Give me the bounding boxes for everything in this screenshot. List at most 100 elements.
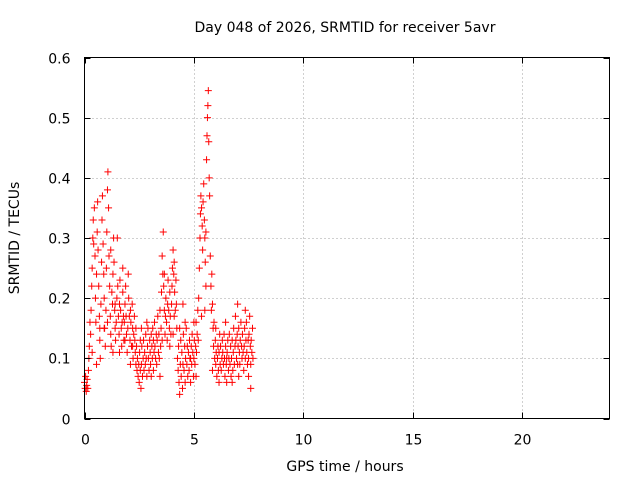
x-tick-label: 0 — [81, 433, 90, 449]
data-point — [130, 330, 138, 338]
data-point — [207, 282, 215, 290]
data-point — [170, 270, 178, 278]
data-point — [172, 276, 180, 284]
plot-frame — [84, 57, 610, 419]
data-point — [210, 318, 218, 326]
x-axis-title: GPS time / hours — [286, 459, 403, 475]
data-point — [113, 294, 121, 302]
data-point — [193, 330, 201, 338]
data-point — [201, 234, 209, 242]
data-point — [192, 372, 200, 380]
data-point — [213, 372, 221, 380]
data-point — [119, 288, 127, 296]
data-point — [204, 102, 212, 110]
data-point — [169, 330, 177, 338]
data-point — [160, 270, 168, 278]
data-point — [147, 360, 155, 368]
data-point — [157, 342, 165, 350]
data-point — [158, 288, 165, 296]
data-point — [118, 342, 126, 350]
data-point — [120, 318, 128, 326]
data-point — [176, 324, 184, 332]
data-point — [187, 378, 195, 386]
x-tick-label: 20 — [514, 433, 532, 449]
data-point — [171, 288, 179, 296]
data-point — [203, 132, 211, 140]
y-axis-title: SRMTID / TECUs — [7, 182, 23, 295]
data-point — [155, 354, 163, 362]
data-point — [248, 348, 256, 356]
data-point — [90, 240, 98, 248]
data-point — [246, 312, 254, 320]
data-point — [156, 372, 164, 380]
data-point — [168, 264, 176, 272]
data-point — [87, 306, 95, 314]
data-point — [247, 384, 255, 392]
data-point — [128, 300, 136, 308]
data-point — [203, 156, 211, 164]
data-point — [92, 318, 100, 326]
data-point — [164, 276, 172, 284]
data-point — [149, 324, 157, 332]
data-point — [123, 348, 131, 356]
data-point — [212, 324, 220, 332]
chart-title: Day 048 of 2026, SRMTID for receiver 5av… — [195, 20, 496, 36]
data-point — [204, 87, 212, 95]
data-point — [123, 330, 130, 338]
data-point — [246, 342, 254, 350]
data-point — [206, 192, 214, 200]
data-point — [247, 360, 255, 368]
data-point — [201, 258, 209, 266]
data-point — [166, 342, 174, 350]
data-point — [105, 252, 113, 260]
data-point — [223, 348, 231, 356]
data-point — [113, 234, 121, 242]
data-point — [110, 258, 118, 266]
data-point — [111, 300, 119, 308]
data-point — [143, 318, 151, 326]
data-point — [206, 252, 214, 260]
data-point — [165, 324, 173, 332]
data-point — [234, 360, 242, 368]
data-point — [106, 282, 114, 290]
data-point — [109, 270, 117, 278]
data-point — [93, 228, 101, 236]
data-point — [94, 198, 102, 206]
data-point — [245, 330, 253, 338]
data-point — [88, 282, 96, 290]
data-point — [227, 372, 235, 380]
data-point — [112, 318, 120, 326]
data-point — [85, 342, 93, 350]
data-point — [195, 264, 203, 272]
data-point — [102, 264, 110, 272]
data-point — [102, 306, 110, 314]
data-point — [115, 330, 123, 338]
data-point — [177, 336, 185, 344]
data-point — [157, 324, 165, 332]
data-point — [96, 354, 104, 362]
data-point — [231, 312, 239, 320]
data-point — [111, 324, 119, 332]
data-point — [117, 324, 125, 332]
data-point — [129, 342, 137, 350]
data-point — [116, 348, 123, 356]
data-point — [136, 336, 144, 344]
data-point — [95, 312, 103, 320]
data-point — [154, 312, 162, 320]
data-point — [127, 318, 135, 326]
data-point — [88, 348, 96, 356]
y-tick-label: 0.6 — [48, 52, 70, 68]
data-point — [86, 318, 94, 326]
data-point — [175, 378, 183, 386]
data-point — [168, 282, 176, 290]
data-point — [201, 306, 209, 314]
data-point — [105, 204, 113, 212]
data-point — [108, 288, 116, 296]
data-point — [89, 216, 97, 224]
data-point — [84, 384, 92, 392]
data-point — [100, 270, 108, 278]
data-point — [160, 282, 168, 290]
data-point — [199, 246, 207, 254]
data-point — [93, 360, 101, 368]
data-point — [130, 312, 138, 320]
